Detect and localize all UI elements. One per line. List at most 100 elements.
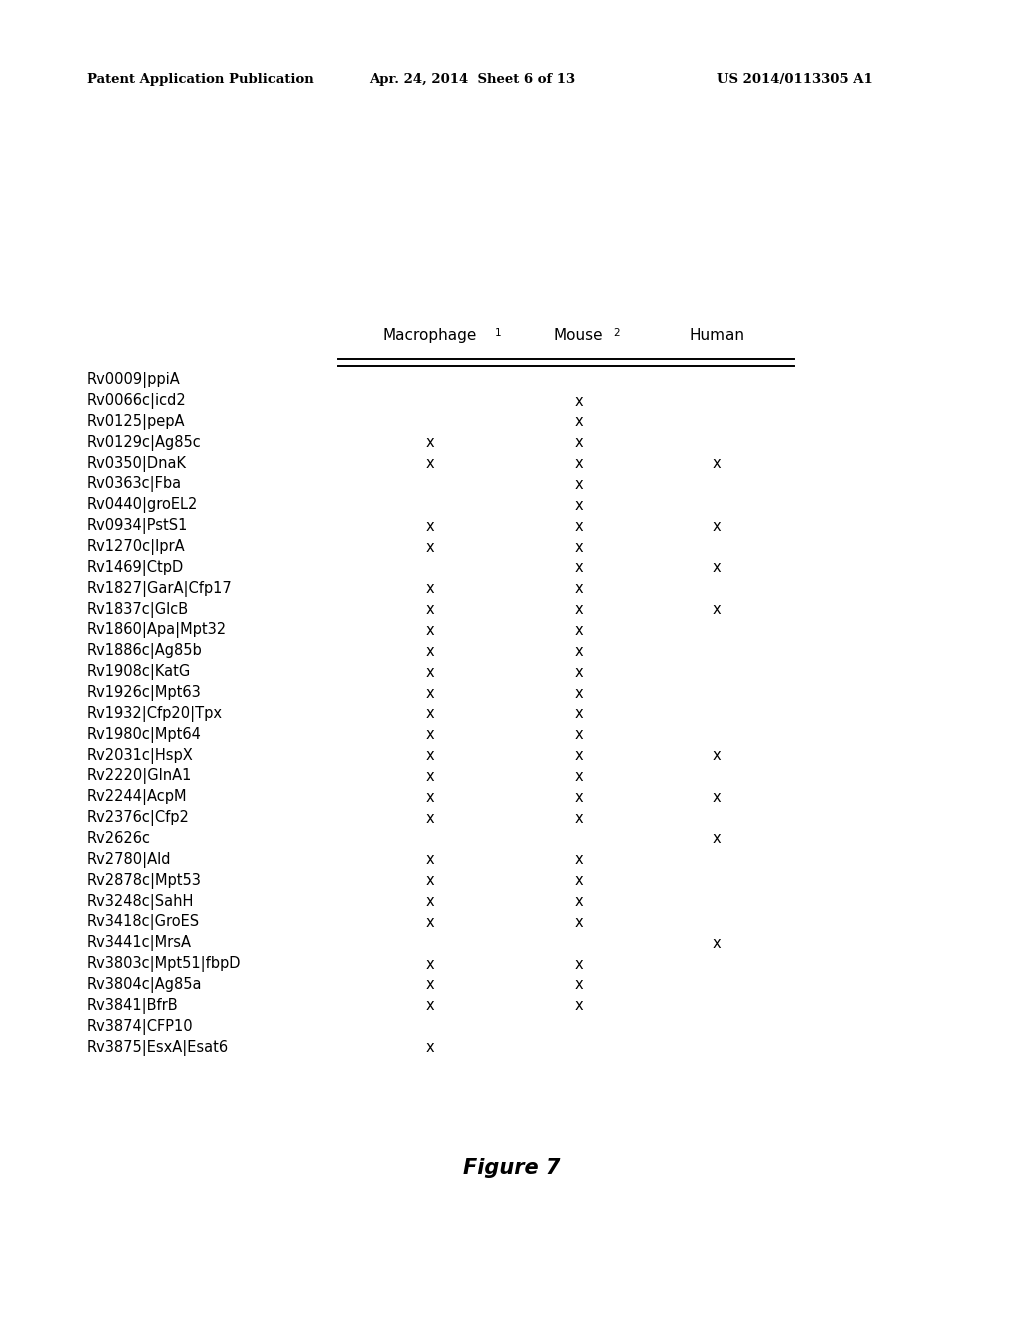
- Text: Figure 7: Figure 7: [463, 1158, 561, 1179]
- Text: x: x: [426, 727, 434, 742]
- Text: Rv3441c|MrsA: Rv3441c|MrsA: [87, 936, 193, 952]
- Text: Rv2878c|Mpt53: Rv2878c|Mpt53: [87, 873, 202, 888]
- Text: Rv3875|EsxA|Esat6: Rv3875|EsxA|Esat6: [87, 1040, 229, 1056]
- Text: Rv2626c: Rv2626c: [87, 832, 152, 846]
- Text: Rv1827|GarA|Cfp17: Rv1827|GarA|Cfp17: [87, 581, 232, 597]
- Text: Rv1270c|lprA: Rv1270c|lprA: [87, 539, 185, 554]
- Text: x: x: [426, 915, 434, 929]
- Text: x: x: [426, 748, 434, 763]
- Text: x: x: [426, 853, 434, 867]
- Text: x: x: [574, 810, 583, 825]
- Text: x: x: [574, 789, 583, 805]
- Text: x: x: [713, 832, 721, 846]
- Text: x: x: [713, 789, 721, 805]
- Text: x: x: [574, 748, 583, 763]
- Text: Mouse: Mouse: [554, 329, 603, 343]
- Text: x: x: [574, 457, 583, 471]
- Text: Rv1926c|Mpt63: Rv1926c|Mpt63: [87, 685, 202, 701]
- Text: Apr. 24, 2014  Sheet 6 of 13: Apr. 24, 2014 Sheet 6 of 13: [369, 73, 574, 86]
- Text: x: x: [713, 936, 721, 950]
- Text: Rv2031c|HspX: Rv2031c|HspX: [87, 747, 194, 763]
- Text: x: x: [426, 978, 434, 993]
- Text: x: x: [574, 665, 583, 680]
- Text: Rv2244|AcpM: Rv2244|AcpM: [87, 789, 187, 805]
- Text: x: x: [574, 706, 583, 721]
- Text: Rv0129c|Ag85c: Rv0129c|Ag85c: [87, 434, 202, 450]
- Text: x: x: [574, 602, 583, 616]
- Text: Rv2220|GlnA1: Rv2220|GlnA1: [87, 768, 193, 784]
- Text: Rv0350|DnaK: Rv0350|DnaK: [87, 455, 187, 471]
- Text: x: x: [574, 477, 583, 492]
- Text: x: x: [574, 414, 583, 429]
- Text: x: x: [574, 623, 583, 638]
- Text: Rv0009|ppiA: Rv0009|ppiA: [87, 372, 181, 388]
- Text: Rv0125|pepA: Rv0125|pepA: [87, 414, 185, 430]
- Text: Rv1469|CtpD: Rv1469|CtpD: [87, 560, 184, 576]
- Text: x: x: [574, 998, 583, 1014]
- Text: x: x: [426, 770, 434, 784]
- Text: Rv1908c|KatG: Rv1908c|KatG: [87, 664, 191, 680]
- Text: x: x: [574, 727, 583, 742]
- Text: x: x: [574, 581, 583, 597]
- Text: Rv3804c|Ag85a: Rv3804c|Ag85a: [87, 977, 203, 993]
- Text: x: x: [713, 561, 721, 576]
- Text: x: x: [574, 436, 583, 450]
- Text: Rv2376c|Cfp2: Rv2376c|Cfp2: [87, 810, 189, 826]
- Text: x: x: [574, 561, 583, 576]
- Text: x: x: [426, 602, 434, 616]
- Text: Patent Application Publication: Patent Application Publication: [87, 73, 313, 86]
- Text: Rv1837c|GlcB: Rv1837c|GlcB: [87, 602, 189, 618]
- Text: x: x: [574, 978, 583, 993]
- Text: x: x: [426, 685, 434, 701]
- Text: Rv1932|Cfp20|Tpx: Rv1932|Cfp20|Tpx: [87, 706, 223, 722]
- Text: x: x: [713, 748, 721, 763]
- Text: Human: Human: [689, 329, 744, 343]
- Text: Rv0934|PstS1: Rv0934|PstS1: [87, 519, 188, 535]
- Text: Macrophage: Macrophage: [383, 329, 477, 343]
- Text: x: x: [426, 1040, 434, 1055]
- Text: 2: 2: [613, 327, 620, 338]
- Text: x: x: [426, 810, 434, 825]
- Text: Rv0363c|Fba: Rv0363c|Fba: [87, 477, 182, 492]
- Text: 1: 1: [495, 327, 501, 338]
- Text: x: x: [574, 770, 583, 784]
- Text: x: x: [426, 789, 434, 805]
- Text: x: x: [574, 519, 583, 533]
- Text: x: x: [574, 498, 583, 512]
- Text: Rv1860|Apa|Mpt32: Rv1860|Apa|Mpt32: [87, 623, 227, 639]
- Text: x: x: [426, 540, 434, 554]
- Text: x: x: [426, 665, 434, 680]
- Text: x: x: [426, 623, 434, 638]
- Text: x: x: [426, 581, 434, 597]
- Text: x: x: [426, 957, 434, 972]
- Text: x: x: [574, 393, 583, 408]
- Text: Rv3803c|Mpt51|fbpD: Rv3803c|Mpt51|fbpD: [87, 956, 242, 972]
- Text: x: x: [713, 457, 721, 471]
- Text: x: x: [574, 915, 583, 929]
- Text: Rv3248c|SahH: Rv3248c|SahH: [87, 894, 195, 909]
- Text: x: x: [713, 519, 721, 533]
- Text: Rv2780|Ald: Rv2780|Ald: [87, 851, 172, 867]
- Text: Rv0440|groEL2: Rv0440|groEL2: [87, 498, 199, 513]
- Text: x: x: [574, 894, 583, 909]
- Text: x: x: [574, 540, 583, 554]
- Text: x: x: [426, 436, 434, 450]
- Text: x: x: [426, 998, 434, 1014]
- Text: x: x: [426, 874, 434, 888]
- Text: x: x: [426, 894, 434, 909]
- Text: Rv1886c|Ag85b: Rv1886c|Ag85b: [87, 643, 203, 659]
- Text: x: x: [713, 602, 721, 616]
- Text: x: x: [574, 957, 583, 972]
- Text: x: x: [574, 874, 583, 888]
- Text: x: x: [574, 644, 583, 659]
- Text: Rv3418c|GroES: Rv3418c|GroES: [87, 915, 200, 931]
- Text: Rv3874|CFP10: Rv3874|CFP10: [87, 1019, 194, 1035]
- Text: x: x: [426, 644, 434, 659]
- Text: x: x: [426, 457, 434, 471]
- Text: US 2014/0113305 A1: US 2014/0113305 A1: [717, 73, 872, 86]
- Text: Rv1980c|Mpt64: Rv1980c|Mpt64: [87, 727, 202, 743]
- Text: Rv0066c|icd2: Rv0066c|icd2: [87, 393, 186, 409]
- Text: x: x: [426, 519, 434, 533]
- Text: Rv3841|BfrB: Rv3841|BfrB: [87, 998, 178, 1014]
- Text: x: x: [574, 685, 583, 701]
